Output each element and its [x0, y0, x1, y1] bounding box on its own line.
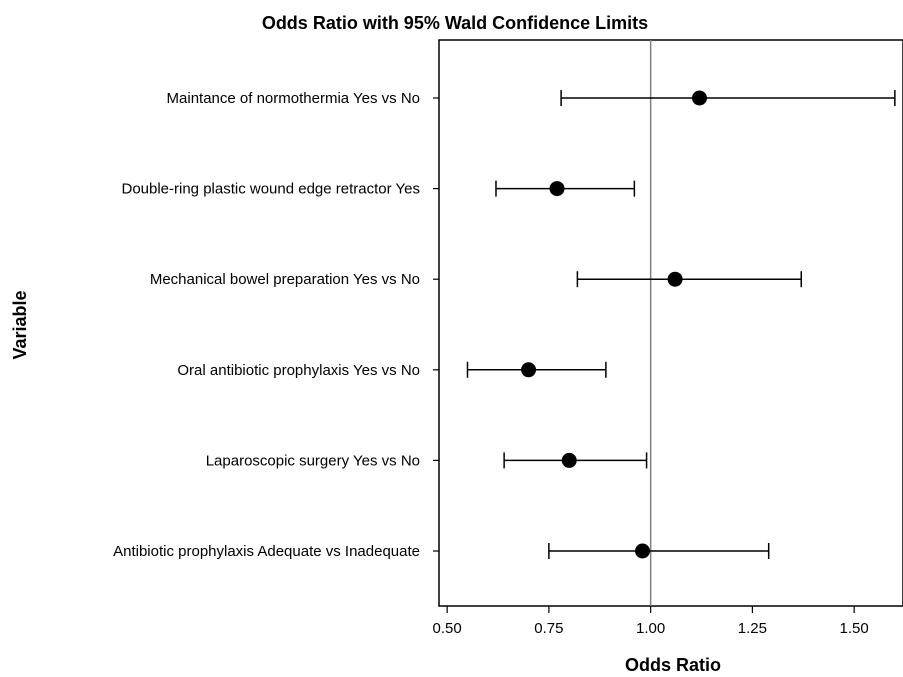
- plot-border: [438, 39, 903, 607]
- category-labels: Maintance of normothermia Yes vs No Doubl…: [113, 90, 439, 560]
- category-label: Double-ring plastic wound edge retractor…: [121, 181, 420, 198]
- odds-ratio-point: [667, 271, 683, 287]
- odds-ratio-point: [691, 90, 707, 106]
- x-tick-label: 1.25: [738, 620, 767, 637]
- x-tick-label: 0.75: [534, 620, 563, 637]
- y-axis-title: Variable: [10, 290, 30, 359]
- x-axis-title: Odds Ratio: [625, 655, 721, 675]
- category-label: Maintance of normothermia Yes vs No: [167, 90, 420, 107]
- plot-area: [438, 39, 903, 607]
- odds-ratio-point: [521, 362, 537, 378]
- x-axis-ticks: 0.50 0.75 1.00 1.25 1.50: [433, 606, 869, 637]
- odds-ratio-point: [549, 181, 565, 197]
- odds-ratio-point: [635, 543, 651, 559]
- category-label: Oral antibiotic prophylaxis Yes vs No: [177, 362, 420, 379]
- chart-title: Odds Ratio with 95% Wald Confidence Limi…: [262, 13, 648, 33]
- odds-ratio-point: [561, 452, 577, 468]
- x-tick-label: 1.50: [840, 620, 869, 637]
- point-estimates: [521, 90, 707, 559]
- category-label: Antibiotic prophylaxis Adequate vs Inade…: [113, 543, 420, 560]
- x-tick-label: 0.50: [433, 620, 462, 637]
- category-label: Laparoscopic surgery Yes vs No: [206, 452, 420, 469]
- category-label: Mechanical bowel preparation Yes vs No: [150, 271, 420, 288]
- x-tick-label: 1.00: [636, 620, 665, 637]
- confidence-intervals: [466, 90, 896, 559]
